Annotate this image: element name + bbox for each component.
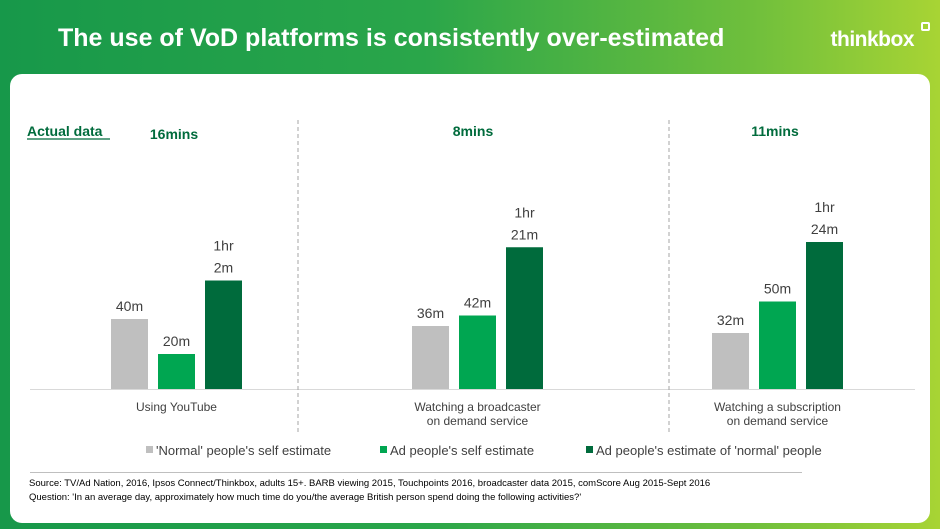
thinkbox-logo: thinkbox bbox=[830, 28, 915, 51]
data-label: 2m bbox=[214, 260, 233, 276]
chart-panel: Actual data 16mins 8mins 11mins 40m 36m 32m 20m… bbox=[10, 74, 930, 523]
category-label: Watching a subscription bbox=[714, 400, 841, 414]
data-label: 24m bbox=[811, 221, 838, 237]
category-label: on demand service bbox=[427, 414, 529, 428]
data-label: 32m bbox=[717, 312, 744, 328]
bar bbox=[111, 319, 148, 389]
legend-swatch bbox=[586, 446, 593, 453]
data-label: 21m bbox=[511, 226, 538, 242]
bar bbox=[712, 333, 749, 389]
legend-label: 'Normal' people's self estimate bbox=[156, 443, 331, 458]
data-label: 1hr bbox=[814, 199, 835, 215]
source-note: Source: TV/Ad Nation, 2016, Ipsos Connec… bbox=[29, 478, 711, 489]
question-note: Question: 'In an average day, approximat… bbox=[29, 492, 582, 503]
logo-square-icon bbox=[921, 22, 930, 31]
legend-label: Ad people's self estimate bbox=[390, 443, 534, 458]
bar bbox=[412, 326, 449, 389]
data-label: 36m bbox=[417, 305, 444, 321]
legend-swatch bbox=[380, 446, 387, 453]
category-label: on demand service bbox=[727, 414, 829, 428]
actual-value-label: 8mins bbox=[453, 123, 494, 139]
legend-label: Ad people's estimate of 'normal' people bbox=[596, 443, 822, 458]
actual-data-label: Actual data bbox=[27, 123, 103, 139]
category-label: Watching a broadcaster bbox=[414, 400, 540, 414]
data-label: 20m bbox=[163, 333, 190, 349]
data-label: 1hr bbox=[213, 238, 234, 254]
bar bbox=[759, 301, 796, 389]
bar bbox=[205, 280, 242, 389]
vod-bar-chart: Actual data 16mins 8mins 11mins 40m 36m 32m 20m… bbox=[27, 120, 915, 458]
page-title: The use of VoD platforms is consistently… bbox=[58, 24, 725, 52]
data-label: 42m bbox=[464, 295, 491, 311]
bar bbox=[459, 315, 496, 389]
legend-swatch bbox=[146, 446, 153, 453]
bar bbox=[158, 354, 195, 389]
bar bbox=[506, 247, 543, 389]
actual-value-label: 16mins bbox=[150, 126, 198, 142]
actual-value-label: 11mins bbox=[751, 123, 799, 139]
data-label: 1hr bbox=[514, 204, 535, 220]
data-label: 40m bbox=[116, 298, 143, 314]
bar bbox=[806, 242, 843, 389]
data-label: 50m bbox=[764, 281, 791, 297]
footer-divider bbox=[30, 472, 802, 473]
category-label: Using YouTube bbox=[136, 400, 217, 414]
